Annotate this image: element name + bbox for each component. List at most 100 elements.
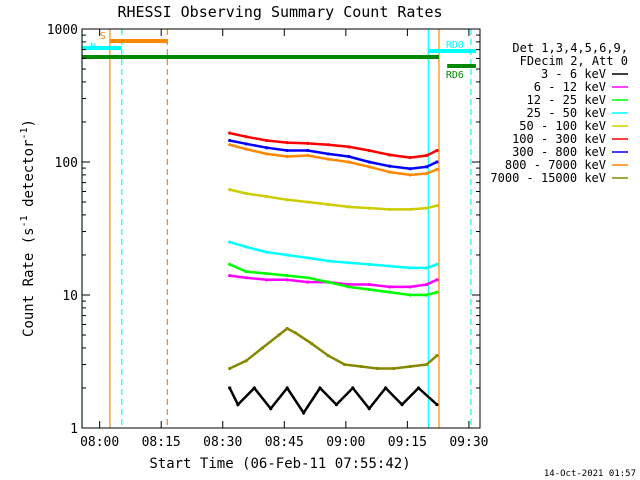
series-point-1-3	[285, 278, 289, 282]
y-axis-label-tail: detector	[21, 140, 37, 216]
series-point-2-6	[347, 285, 351, 289]
series-point-8-14	[435, 354, 439, 358]
series-point-6-6	[347, 154, 351, 159]
series-point-8-2	[260, 346, 265, 350]
series-point-2-9	[408, 293, 412, 297]
series-point-5-0	[228, 131, 232, 135]
series-point-6-1	[244, 142, 248, 146]
series-point-0-9	[367, 406, 371, 411]
series-point-0-7	[334, 402, 338, 407]
series-point-0-3	[269, 406, 273, 411]
series-line-3	[229, 240, 438, 270]
series-point-5-5	[326, 143, 330, 147]
series-point-4-8	[388, 207, 392, 212]
series-point-2-10	[425, 293, 429, 297]
series-point-1-8	[388, 285, 392, 289]
series-point-8-10	[375, 366, 380, 371]
series-point-3-6	[347, 261, 351, 265]
series-point-3-10	[425, 266, 429, 270]
y-axis-label-sup2: -1	[19, 127, 30, 139]
plot-frame	[81, 28, 481, 429]
y-tick-label-1: 10	[62, 289, 78, 304]
series-point-8-3	[277, 333, 281, 337]
series-point-0-6	[318, 386, 322, 390]
legend-label-4: 50 - 100 keV	[519, 119, 606, 133]
series-point-3-7	[367, 262, 371, 266]
x-tick-label-0: 08:00	[80, 435, 119, 450]
series-point-1-4	[306, 280, 310, 284]
x-axis-label: Start Time (06-Feb-11 07:55:42)	[149, 456, 410, 472]
series-point-0-1	[236, 402, 240, 407]
series-point-2-0	[228, 262, 232, 266]
series-point-0-4	[285, 386, 289, 390]
series-point-2-7	[367, 287, 371, 292]
series-point-8-1	[244, 359, 248, 363]
y-tick-label-3: 1000	[47, 23, 78, 38]
series-point-8-7	[326, 354, 330, 358]
y-axis-label-main: Count Rate (s	[21, 227, 37, 337]
footer-timestamp: 14-Oct-2021 01:57	[544, 469, 636, 479]
series-point-3-9	[408, 266, 412, 270]
series-point-6-8	[388, 164, 392, 168]
series-point-3-0	[228, 240, 232, 244]
series-point-8-13	[425, 362, 429, 367]
series-point-6-7	[367, 160, 371, 164]
series-point-6-9	[408, 167, 412, 171]
annotation-label-n: N	[90, 42, 96, 53]
legend-label-3: 25 - 50 keV	[527, 106, 606, 120]
series-point-4-7	[367, 206, 371, 210]
series-point-8-9	[359, 364, 363, 369]
series-point-0-12	[416, 386, 421, 390]
series-line-6	[229, 139, 438, 170]
series-point-7-8	[388, 170, 392, 174]
series-point-0-2	[252, 386, 256, 390]
series-point-5-10	[425, 153, 429, 158]
series-point-7-9	[408, 173, 412, 177]
series-point-6-0	[228, 138, 232, 143]
series-point-1-6	[347, 282, 351, 287]
series-point-8-4	[285, 326, 289, 331]
series-point-2-1	[244, 269, 248, 274]
series-point-8-5	[293, 331, 297, 335]
annotation-label-s: S	[100, 31, 106, 42]
legend-label-1: 6 - 12 keV	[534, 80, 606, 94]
y-axis-label: Count Rate (s-1 detector-1)	[19, 119, 37, 337]
series-line-0	[228, 385, 438, 416]
series-point-4-0	[228, 188, 232, 192]
series-point-1-11	[435, 278, 439, 282]
series-point-5-11	[435, 148, 439, 153]
legend-label-8: 7000 - 15000 keV	[490, 171, 606, 185]
series-point-4-2	[265, 194, 269, 199]
series-point-2-5	[326, 280, 330, 284]
series-point-2-4	[306, 276, 310, 280]
series-point-1-9	[408, 285, 412, 289]
series-point-6-3	[285, 148, 289, 153]
y-tick-label-0: 1	[70, 422, 78, 437]
series-point-0-5	[301, 411, 306, 415]
series-point-8-11	[392, 366, 396, 371]
series-point-1-10	[425, 282, 429, 287]
y-axis-label-sup: -1	[19, 215, 30, 227]
x-tick-label-4: 09:00	[326, 435, 365, 450]
series-point-7-11	[435, 167, 439, 171]
series-point-7-6	[347, 160, 351, 164]
series-point-8-0	[228, 366, 232, 371]
series-point-5-4	[306, 141, 310, 145]
series-point-7-1	[244, 147, 248, 151]
series-point-2-8	[388, 290, 392, 294]
series-point-0-11	[400, 402, 404, 407]
series-point-3-8	[388, 264, 392, 268]
series-point-3-4	[306, 256, 310, 260]
x-tick-label-1: 08:15	[142, 435, 181, 450]
series-point-2-3	[285, 273, 289, 278]
series-point-3-5	[326, 259, 330, 263]
x-tick-label-6: 09:30	[449, 435, 488, 450]
series-point-7-2	[265, 152, 269, 156]
series-point-0-8	[351, 386, 355, 390]
legend-label-5: 100 - 300 keV	[512, 132, 606, 146]
x-tick-label-3: 08:45	[265, 435, 304, 450]
series-point-7-10	[425, 171, 429, 176]
series-point-7-0	[228, 143, 232, 147]
